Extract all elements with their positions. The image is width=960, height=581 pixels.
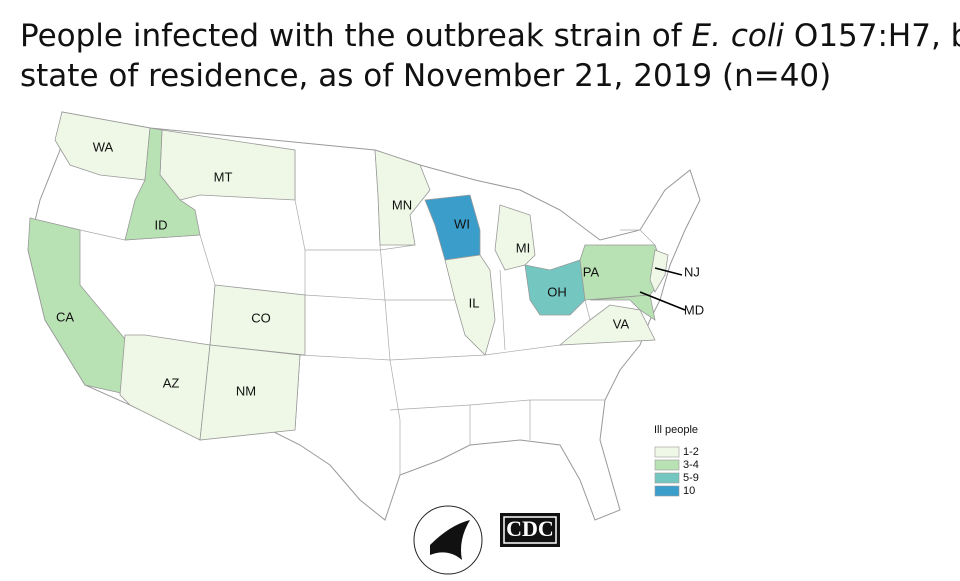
state-shape [649,249,669,293]
state-label: AZ [163,375,180,390]
title-line: People infected with the outbreak strain… [20,16,960,56]
state-shape [209,284,306,356]
state-label: PA [583,264,600,279]
leader-line [654,267,683,276]
state-label: MT [214,169,233,184]
legend-swatch [654,472,680,484]
title-text: People infected with the outbreak strain… [20,18,692,54]
leader-line [639,291,686,311]
legend-label: 10 [683,485,695,497]
state-shape [524,259,586,316]
legend: 1-23-45-910 [654,446,699,497]
state-label: CO [251,310,271,325]
legend-swatch [654,485,680,497]
state-shape [124,127,201,241]
title-line: state of residence, as of November 21, 2… [20,58,832,94]
state-shape [444,254,496,356]
legend-label: 5-9 [683,472,699,484]
hhs-logo [413,505,483,575]
state-label: IL [469,295,480,310]
state-label: MN [392,197,412,212]
legend-label: 1-2 [683,446,699,458]
state-label: ID [155,217,168,232]
title-italic: E. coli [691,18,785,54]
state-label: WI [454,216,470,231]
legend-label: 3-4 [683,459,699,471]
state-shape [558,304,656,346]
state-label: NJ [684,264,700,279]
cdc-text: CDC [506,516,554,541]
state-label: OH [547,284,567,299]
state-label: CA [56,309,74,324]
state-shape [374,149,431,246]
state-shape [199,344,301,441]
state-label: MI [516,240,530,255]
state-label: NM [236,383,256,398]
cdc-logo: CDC [500,513,560,547]
legend-swatch [654,446,680,458]
state-label: MD [684,302,704,317]
state-shapes [27,111,669,441]
state-shape [494,204,536,271]
legend-title: Ill people [654,424,698,436]
state-label: VA [613,316,630,331]
state-label: WA [93,139,114,154]
state-shape [589,294,656,321]
legend-swatch [654,459,680,471]
title-text: O157:H7, by [793,18,960,54]
map-title: People infected with the outbreak strain… [20,16,960,96]
